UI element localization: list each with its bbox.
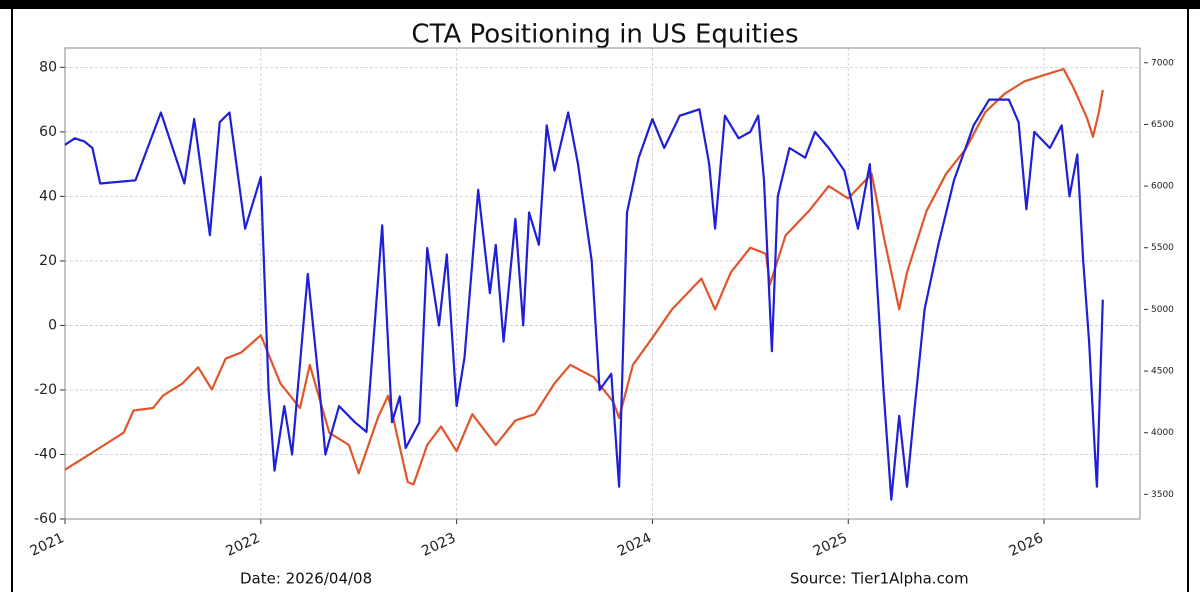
top-bar bbox=[0, 0, 1200, 9]
x-tick-label: 2026 bbox=[1007, 530, 1046, 560]
y-tick-label: 80 bbox=[39, 59, 57, 75]
x-tick-label: 2023 bbox=[419, 530, 458, 560]
series-line bbox=[64, 67, 1104, 486]
y-tick-label: 0 bbox=[48, 317, 57, 333]
y2-tick-label: 3500 bbox=[1151, 490, 1174, 500]
y2-tick-label: 6500 bbox=[1151, 120, 1174, 130]
x-tick-label: 2022 bbox=[223, 530, 262, 560]
date-note: Date: 2026/04/08 bbox=[240, 570, 372, 588]
y-tick-label: -20 bbox=[34, 382, 57, 398]
y-tick-label: -40 bbox=[34, 446, 57, 462]
y2-tick-label: 6000 bbox=[1151, 182, 1174, 192]
y2-tick-label: 5000 bbox=[1151, 305, 1174, 315]
chart-title: CTA Positioning in US Equities bbox=[411, 20, 798, 50]
y2-tick-label: 4000 bbox=[1151, 428, 1174, 438]
y-tick-label: 40 bbox=[39, 188, 57, 204]
y-tick-label: -60 bbox=[34, 511, 57, 527]
y2-tick-label: 5500 bbox=[1151, 243, 1174, 253]
y2-tick-label: 7000 bbox=[1151, 58, 1174, 68]
y2-tick-label: 4500 bbox=[1151, 367, 1174, 377]
series-line bbox=[64, 98, 1104, 501]
x-tick-label: 2021 bbox=[28, 530, 67, 560]
plot-frame bbox=[64, 47, 1141, 520]
y-tick-label: 60 bbox=[39, 124, 57, 140]
y-tick-label: 20 bbox=[39, 253, 57, 269]
source-note: Source: Tier1Alpha.com bbox=[790, 570, 969, 588]
x-tick-label: 2025 bbox=[811, 530, 850, 560]
x-tick-label: 2024 bbox=[615, 530, 654, 560]
